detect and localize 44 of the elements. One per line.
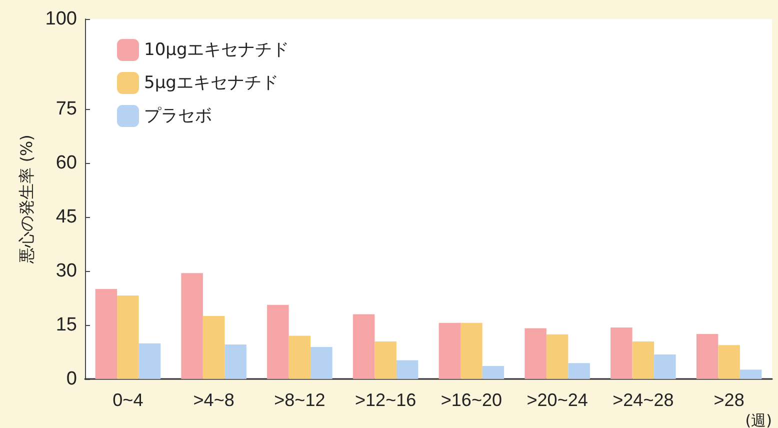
bar <box>224 344 246 379</box>
bar <box>654 354 676 379</box>
bar <box>95 289 118 379</box>
x-tick-label: >4~8 <box>193 390 234 410</box>
y-tick-label: 30 <box>56 260 77 282</box>
y-tick-label: 100 <box>45 8 77 30</box>
y-tick-label: 60 <box>56 152 77 174</box>
y-tick-label: 75 <box>56 98 77 120</box>
legend-label: 5μgエキセナチド <box>144 73 278 93</box>
bar <box>288 336 311 379</box>
x-tick-label: >8~12 <box>274 390 326 410</box>
bar <box>352 314 375 379</box>
bar <box>632 342 654 379</box>
bar <box>117 295 139 379</box>
y-tick-label: 45 <box>56 206 77 228</box>
legend-label: 10μgエキセナチド <box>144 40 290 60</box>
bar <box>267 304 289 379</box>
y-tick-label: 0 <box>66 368 77 390</box>
bar <box>482 366 504 379</box>
y-tick-label: 15 <box>56 314 77 336</box>
bar <box>460 322 482 379</box>
bar <box>610 328 632 379</box>
x-tick-label: >24~28 <box>612 390 674 410</box>
x-axis-title: (週) <box>745 412 772 428</box>
bar <box>718 345 740 379</box>
bar <box>696 334 718 379</box>
bar <box>524 328 546 379</box>
bar <box>438 322 461 379</box>
legend-label: プラセボ <box>144 106 212 126</box>
bar <box>568 363 590 379</box>
x-tick-label: >20~24 <box>526 390 588 410</box>
bar <box>138 343 161 379</box>
x-tick-label: >16~20 <box>440 390 502 410</box>
y-axis-title: 悪心の発生率 (%) <box>16 134 36 264</box>
bar <box>374 342 396 379</box>
x-tick-label: >12~16 <box>355 390 416 410</box>
bar <box>740 370 762 379</box>
bar <box>396 360 418 379</box>
x-tick-label: 0~4 <box>112 390 144 410</box>
x-tick-label: >28 <box>714 390 744 410</box>
bar <box>310 346 332 379</box>
bar <box>181 273 203 379</box>
bar <box>202 316 225 379</box>
bar <box>546 334 568 379</box>
